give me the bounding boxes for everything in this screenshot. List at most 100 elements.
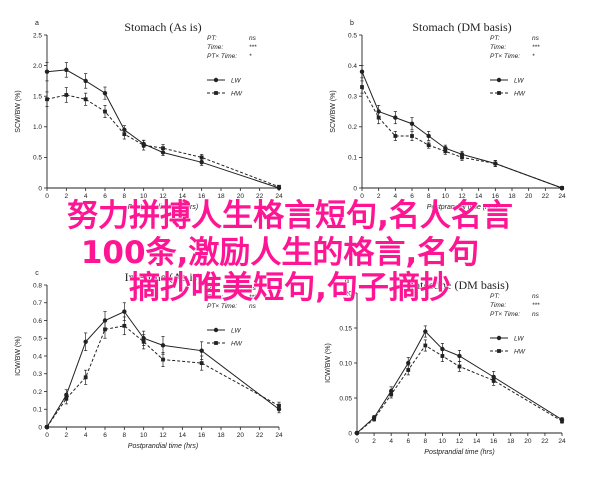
data-point-hw: [122, 323, 127, 328]
series-line-lw: [46, 310, 280, 428]
stat-label: Time:: [207, 44, 223, 51]
legend-marker-lw: [213, 327, 219, 333]
data-point-hw: [83, 97, 88, 102]
x-tick-label: 16: [198, 432, 206, 439]
data-point-hw: [141, 339, 146, 344]
data-point-hw: [360, 85, 364, 89]
y-tick-label: 1.5: [33, 94, 42, 101]
x-tick-label: 12: [456, 438, 464, 445]
x-tick-label: 18: [217, 193, 225, 200]
data-point-hw: [83, 375, 88, 380]
panel-letter: a: [35, 20, 39, 27]
data-point-hw: [393, 134, 398, 138]
data-point-hw: [426, 143, 431, 148]
y-tick-label: 0.6: [33, 318, 42, 325]
x-tick-label: 14: [475, 193, 483, 200]
y-tick-label: 2.0: [33, 63, 42, 70]
x-tick-label: 0: [45, 432, 49, 439]
data-point-hw: [493, 161, 498, 166]
x-tick-label: 24: [275, 432, 283, 439]
data-point-hw: [199, 155, 204, 160]
stat-value: ***: [532, 302, 540, 309]
legend-marker-hw: [497, 349, 501, 353]
data-point-hw: [406, 368, 411, 372]
data-point-hw: [560, 419, 564, 423]
data-point-lw: [393, 115, 398, 120]
x-tick-label: 20: [237, 432, 245, 439]
data-point-hw: [491, 378, 496, 383]
y-tick-label: 0.2: [33, 389, 42, 396]
legend-marker-lw: [213, 77, 219, 83]
x-axis-label: Postprandial time (hrs): [128, 443, 198, 450]
stat-value: ns: [532, 293, 540, 300]
x-tick-label: 0: [360, 193, 364, 200]
legend-label-hw: HW: [514, 348, 526, 355]
overlay-text-line-3: 摘抄唯美短句,句子摘抄: [129, 270, 452, 307]
data-point-hw: [141, 143, 146, 148]
data-point-hw: [103, 327, 107, 332]
series-line-hw: [46, 94, 280, 188]
x-tick-label: 8: [427, 193, 431, 200]
data-point-lw: [160, 343, 166, 348]
x-tick-label: 22: [541, 438, 549, 445]
stat-label: PT:: [207, 285, 217, 292]
y-tick-label: 0.4: [348, 63, 357, 70]
series-hw: [360, 80, 564, 190]
y-axis-label: SCW/BW (%): [15, 90, 22, 132]
x-tick-label: 24: [558, 193, 566, 200]
data-point-lw: [359, 69, 365, 74]
legend-marker-lw: [496, 335, 502, 341]
panel-letter: d: [345, 278, 349, 285]
y-tick-label: 0: [353, 185, 357, 192]
legend-label-hw: HW: [514, 90, 526, 97]
x-tick-label: 20: [237, 193, 245, 200]
x-tick-label: 18: [507, 438, 515, 445]
data-point-hw: [277, 184, 281, 189]
x-tick-label: 16: [198, 193, 206, 200]
data-point-lw: [426, 133, 431, 139]
x-tick-label: 20: [525, 193, 533, 200]
legend-label-lw: LW: [514, 77, 524, 84]
series-hw: [355, 339, 564, 435]
data-point-lw: [83, 78, 88, 84]
legend-label-lw: LW: [514, 335, 524, 342]
stat-value: ***: [532, 44, 540, 51]
panel-letter: c: [35, 270, 39, 277]
data-point-lw: [409, 121, 415, 126]
data-point-lw: [122, 309, 127, 314]
x-tick-label: 10: [140, 193, 148, 200]
y-tick-label: 0.5: [348, 32, 357, 39]
chart-panel-d: Intestine (DM basis)d0 2 4 6 8 10 12 14 16 18 20 22…: [325, 278, 566, 456]
stat-value: ns: [249, 303, 257, 310]
data-point-hw: [376, 115, 381, 120]
stat-label: Time:: [490, 302, 506, 309]
x-tick-label: 24: [275, 193, 283, 200]
chart-panel-c: Intestine (As is)c0 2 4 6 8 10 12 14 16 18 20 22 240…: [15, 270, 283, 450]
legend-label-hw: HW: [231, 340, 243, 347]
stat-label: PT× Time:: [490, 311, 520, 318]
data-point-hw: [460, 155, 464, 160]
chart-title: Intestine (DM basis): [410, 278, 509, 292]
data-point-lw: [160, 150, 166, 155]
y-tick-label: 0.7: [33, 300, 42, 307]
x-tick-label: 2: [65, 193, 69, 200]
chart-title: Stomach (DM basis): [412, 20, 511, 34]
series-lw: [354, 325, 565, 436]
x-tick-label: 10: [140, 432, 148, 439]
series-hw: [45, 316, 281, 429]
stat-label: PT:: [490, 293, 500, 300]
data-point-hw: [355, 431, 359, 435]
data-point-hw: [560, 186, 564, 190]
stat-value: *: [249, 53, 252, 60]
stat-value: ns: [532, 311, 540, 318]
y-tick-label: 0: [38, 185, 42, 192]
x-tick-label: 8: [424, 438, 428, 445]
stat-label: PT× Time:: [490, 53, 520, 60]
y-tick-label: 0.15: [339, 325, 352, 332]
chart-panel-b: Stomach (DM basis)b0 2 4 6 8 10 12 14 16 18 20 22 24…: [330, 20, 566, 211]
x-tick-label: 12: [458, 193, 466, 200]
y-tick-label: 0.1: [33, 407, 42, 414]
x-tick-label: 14: [179, 432, 187, 439]
